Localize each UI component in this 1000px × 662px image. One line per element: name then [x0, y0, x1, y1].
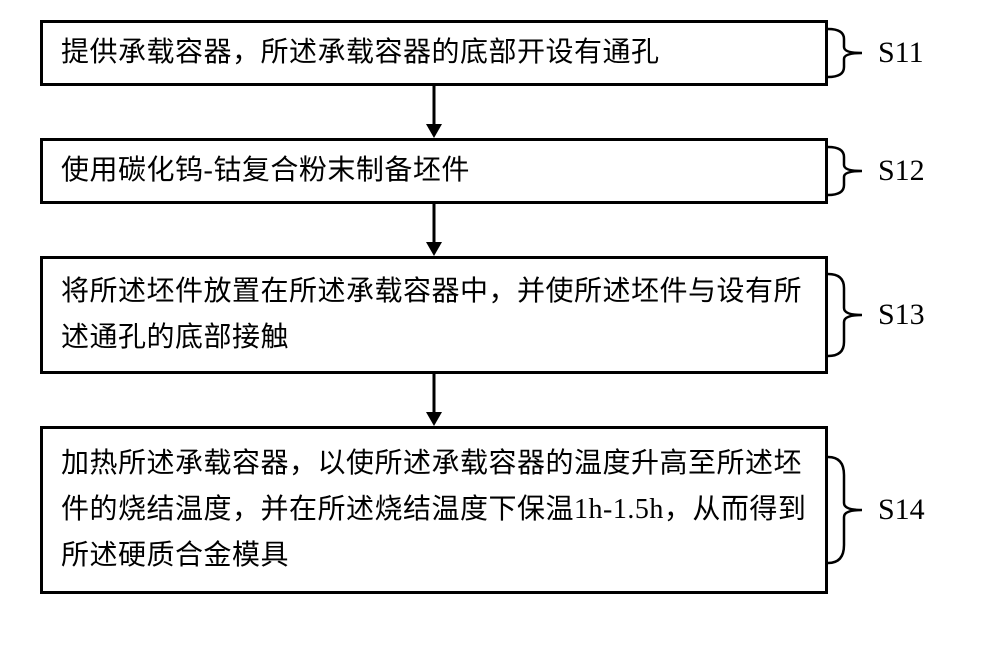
step-row-2: 使用碳化钨-钴复合粉末制备坯件 S12	[40, 138, 960, 204]
step-text-3: 将所述坯件放置在所述承载容器中，并使所述坯件与设有所述通孔的底部接触	[61, 269, 807, 361]
step-box-2: 使用碳化钨-钴复合粉末制备坯件	[40, 138, 828, 204]
step-text-1: 提供承载容器，所述承载容器的底部开设有通孔	[61, 30, 660, 76]
step-label-4: S14	[878, 493, 925, 527]
step-box-3: 将所述坯件放置在所述承载容器中，并使所述坯件与设有所述通孔的底部接触	[40, 256, 828, 374]
flowchart-container: 提供承载容器，所述承载容器的底部开设有通孔 S11 使用碳化钨-钴复合粉末制备坯…	[40, 20, 960, 594]
step-row-4: 加热所述承载容器，以使所述承载容器的温度升高至所述坯件的烧结温度，并在所述烧结温…	[40, 426, 960, 594]
step-label-1: S11	[878, 36, 924, 70]
step-row-1: 提供承载容器，所述承载容器的底部开设有通孔 S11	[40, 20, 960, 86]
step-text-2: 使用碳化钨-钴复合粉末制备坯件	[61, 148, 470, 194]
step-text-4: 加热所述承载容器，以使所述承载容器的温度升高至所述坯件的烧结温度，并在所述烧结温…	[61, 441, 807, 580]
step-label-2: S12	[878, 154, 925, 188]
arrow-3	[40, 374, 828, 426]
step-box-1: 提供承载容器，所述承载容器的底部开设有通孔	[40, 20, 828, 86]
step-box-4: 加热所述承载容器，以使所述承载容器的温度升高至所述坯件的烧结温度，并在所述烧结温…	[40, 426, 828, 594]
arrow-1	[40, 86, 828, 138]
step-label-3: S13	[878, 298, 925, 332]
arrow-2	[40, 204, 828, 256]
step-row-3: 将所述坯件放置在所述承载容器中，并使所述坯件与设有所述通孔的底部接触 S13	[40, 256, 960, 374]
